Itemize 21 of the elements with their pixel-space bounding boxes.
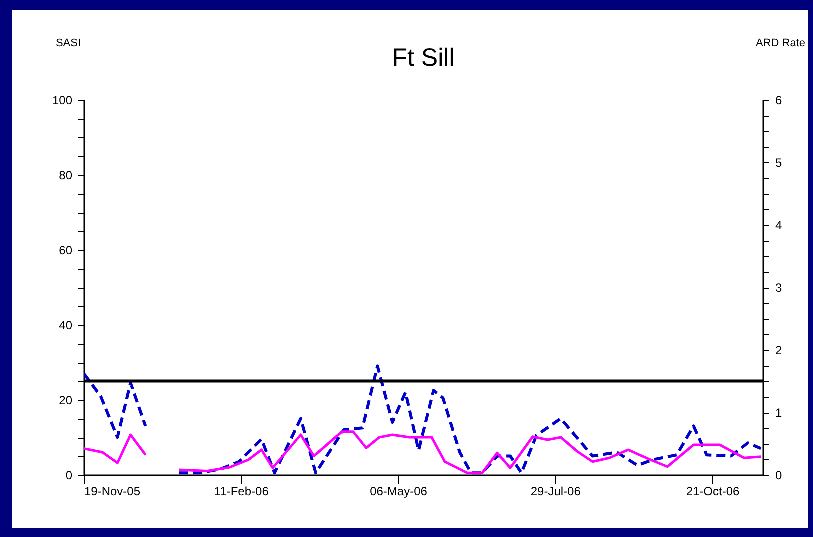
y-tick-label: 60 [59,244,73,258]
y2-tick-label: 4 [776,218,782,232]
y-tick-label: 0 [66,468,73,482]
y2-tick-label: 3 [776,281,782,295]
y-tick-label: 40 [59,318,73,332]
y2-tick-label: 6 [776,94,782,108]
y2-tick-label: 1 [776,406,782,420]
y2-tick-label: 2 [776,344,782,358]
x-tick-label: 19-Nov-05 [84,484,141,498]
y-tick-label: 100 [52,94,73,108]
x-tick-label: 11-Feb-06 [214,484,270,498]
y-axis-title: SASI [56,38,82,50]
x-tick-label: 29-Jul-06 [530,484,582,498]
y2-axis-title: ARD Rate [756,38,806,50]
x-tick-label: 06-May-06 [370,484,428,498]
y-tick-label: 80 [59,168,73,182]
y2-tick-label: 5 [776,156,782,170]
chart-title: Ft Sill [392,44,455,72]
y2-tick-label: 0 [776,468,782,482]
y-tick-label: 20 [59,394,73,408]
x-tick-label: 21-Oct-06 [686,484,740,498]
